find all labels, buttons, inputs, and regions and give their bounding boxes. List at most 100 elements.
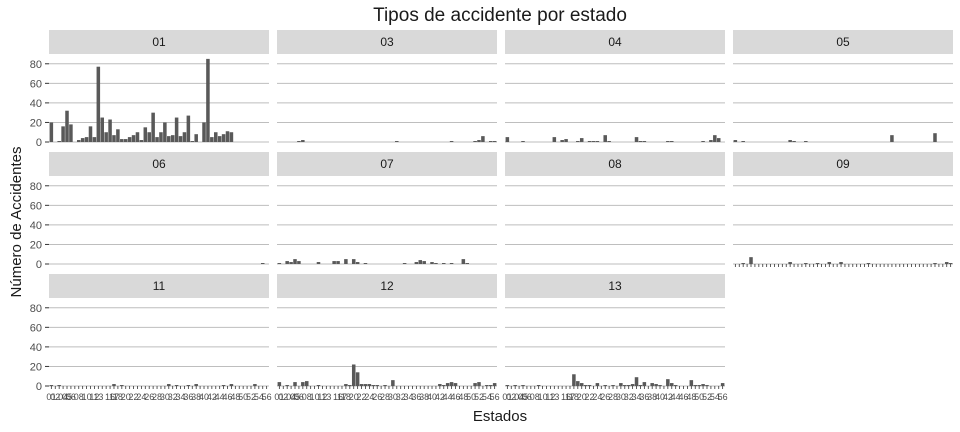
x-tick-label: 16 (105, 392, 115, 402)
x-tick-label: 08 (74, 392, 84, 402)
bar-12-19 (348, 385, 352, 386)
bar-01-03 (57, 141, 61, 142)
bar-04-27 (607, 141, 611, 142)
x-tick-label: 13 (93, 392, 103, 402)
x-tick-label: 52 (702, 392, 712, 402)
x-tick-label: 54 (710, 392, 720, 402)
x-tick-label: 38 (191, 392, 201, 402)
bar-13-44 (673, 385, 678, 386)
bar-04-15 (560, 140, 564, 142)
bar-07-36 (414, 262, 419, 264)
bar-12-18 (344, 384, 348, 386)
bar-03-51 (473, 141, 477, 142)
x-tick-label: 08 (530, 392, 540, 402)
bar-11-45 (221, 385, 226, 386)
y-tick-label: 0 (36, 259, 42, 271)
x-tick-label: 18 (113, 392, 123, 402)
facet-strip-label: 07 (380, 157, 394, 171)
bar-01-20 (123, 139, 128, 142)
x-tick-label: 52 (474, 392, 484, 402)
bar-13-28 (611, 385, 615, 386)
x-axis-title: Estados (473, 408, 527, 425)
x-tick-label: 40 (427, 392, 437, 402)
bar-01-15 (104, 132, 108, 142)
bar-01-33 (174, 117, 179, 142)
bar-13-34 (634, 377, 639, 386)
bar-04-36 (642, 141, 647, 142)
bar-04-05 (521, 141, 525, 142)
bar-01-22 (131, 135, 136, 142)
chart-title: Tipos de accidente por estado (373, 5, 627, 26)
bar-01-11 (88, 126, 93, 142)
bar-04-51 (701, 141, 705, 142)
bar-13-56 (720, 383, 725, 386)
x-tick-label: 42 (435, 392, 445, 402)
bar-05-19 (804, 141, 808, 142)
bar-09-52 (933, 263, 937, 264)
facet-strip-label: 13 (608, 279, 622, 293)
facet-strip (49, 152, 269, 176)
bar-12-22 (359, 384, 364, 386)
x-tick-label: 02 (506, 392, 516, 402)
x-tick-label: 46 (678, 392, 688, 402)
facet-strip (505, 152, 725, 176)
x-tick-label: 12 (89, 392, 99, 402)
x-tick-label: 44 (443, 392, 453, 402)
x-tick-label: 30 (160, 392, 170, 402)
x-tick-label: 26 (600, 392, 610, 402)
x-tick-label: 50 (694, 392, 704, 402)
bar-12-44 (445, 383, 450, 386)
x-tick-label: 46 (450, 392, 460, 402)
y-tick-label: 20 (30, 117, 42, 129)
x-tick-label: 16 (333, 392, 343, 402)
bar-01-19 (120, 139, 124, 142)
x-tick-label: 17 (565, 392, 575, 402)
bar-13-43 (670, 383, 674, 386)
x-tick-label: 48 (686, 392, 696, 402)
bar-11-47 (229, 384, 234, 386)
bar-11-03 (57, 385, 61, 386)
x-tick-label: 06 (522, 392, 532, 402)
facet-strip (733, 152, 953, 176)
facet-strip (49, 274, 269, 298)
y-tick-label: 0 (36, 137, 42, 149)
facet-strip-label: 04 (608, 35, 622, 49)
bar-05-15 (788, 140, 792, 142)
bar-09-22 (815, 263, 820, 264)
y-tick-label: 60 (30, 78, 42, 90)
bar-13-32 (626, 385, 631, 386)
x-tick-label: 44 (215, 392, 225, 402)
bar-01-47 (229, 132, 234, 142)
x-tick-label: 38 (419, 392, 429, 402)
bar-01-45 (221, 134, 226, 142)
bar-04-13 (552, 137, 557, 142)
x-tick-label: 42 (663, 392, 673, 402)
facet-strip (277, 30, 497, 54)
x-tick-label: 54 (482, 392, 492, 402)
x-tick-label: 18 (341, 392, 351, 402)
x-tick-label: 17 (337, 392, 347, 402)
y-tick-label: 20 (30, 361, 42, 373)
bar-04-34 (634, 137, 639, 142)
bar-12-03 (285, 385, 289, 386)
x-tick-label: 30 (388, 392, 398, 402)
bar-01-04 (61, 126, 65, 142)
bar-07-23 (363, 263, 368, 264)
bar-04-35 (638, 141, 643, 142)
x-tick-label: 34 (176, 392, 186, 402)
x-tick-label: 16 (561, 392, 571, 402)
x-tick-label: 17 (109, 392, 119, 402)
bar-01-01 (49, 122, 54, 142)
bar-13-05 (521, 385, 525, 386)
x-tick-label: 24 (592, 392, 602, 402)
bar-11-17 (112, 384, 116, 386)
bar-09-15 (788, 262, 792, 264)
facet-panel-09: 09 (733, 152, 953, 267)
facet-panel-04: 04 (505, 30, 725, 143)
bar-13-09 (536, 385, 541, 386)
bar-07-06 (297, 261, 301, 264)
bar-09-28 (839, 262, 843, 264)
bar-03-52 (477, 140, 481, 142)
